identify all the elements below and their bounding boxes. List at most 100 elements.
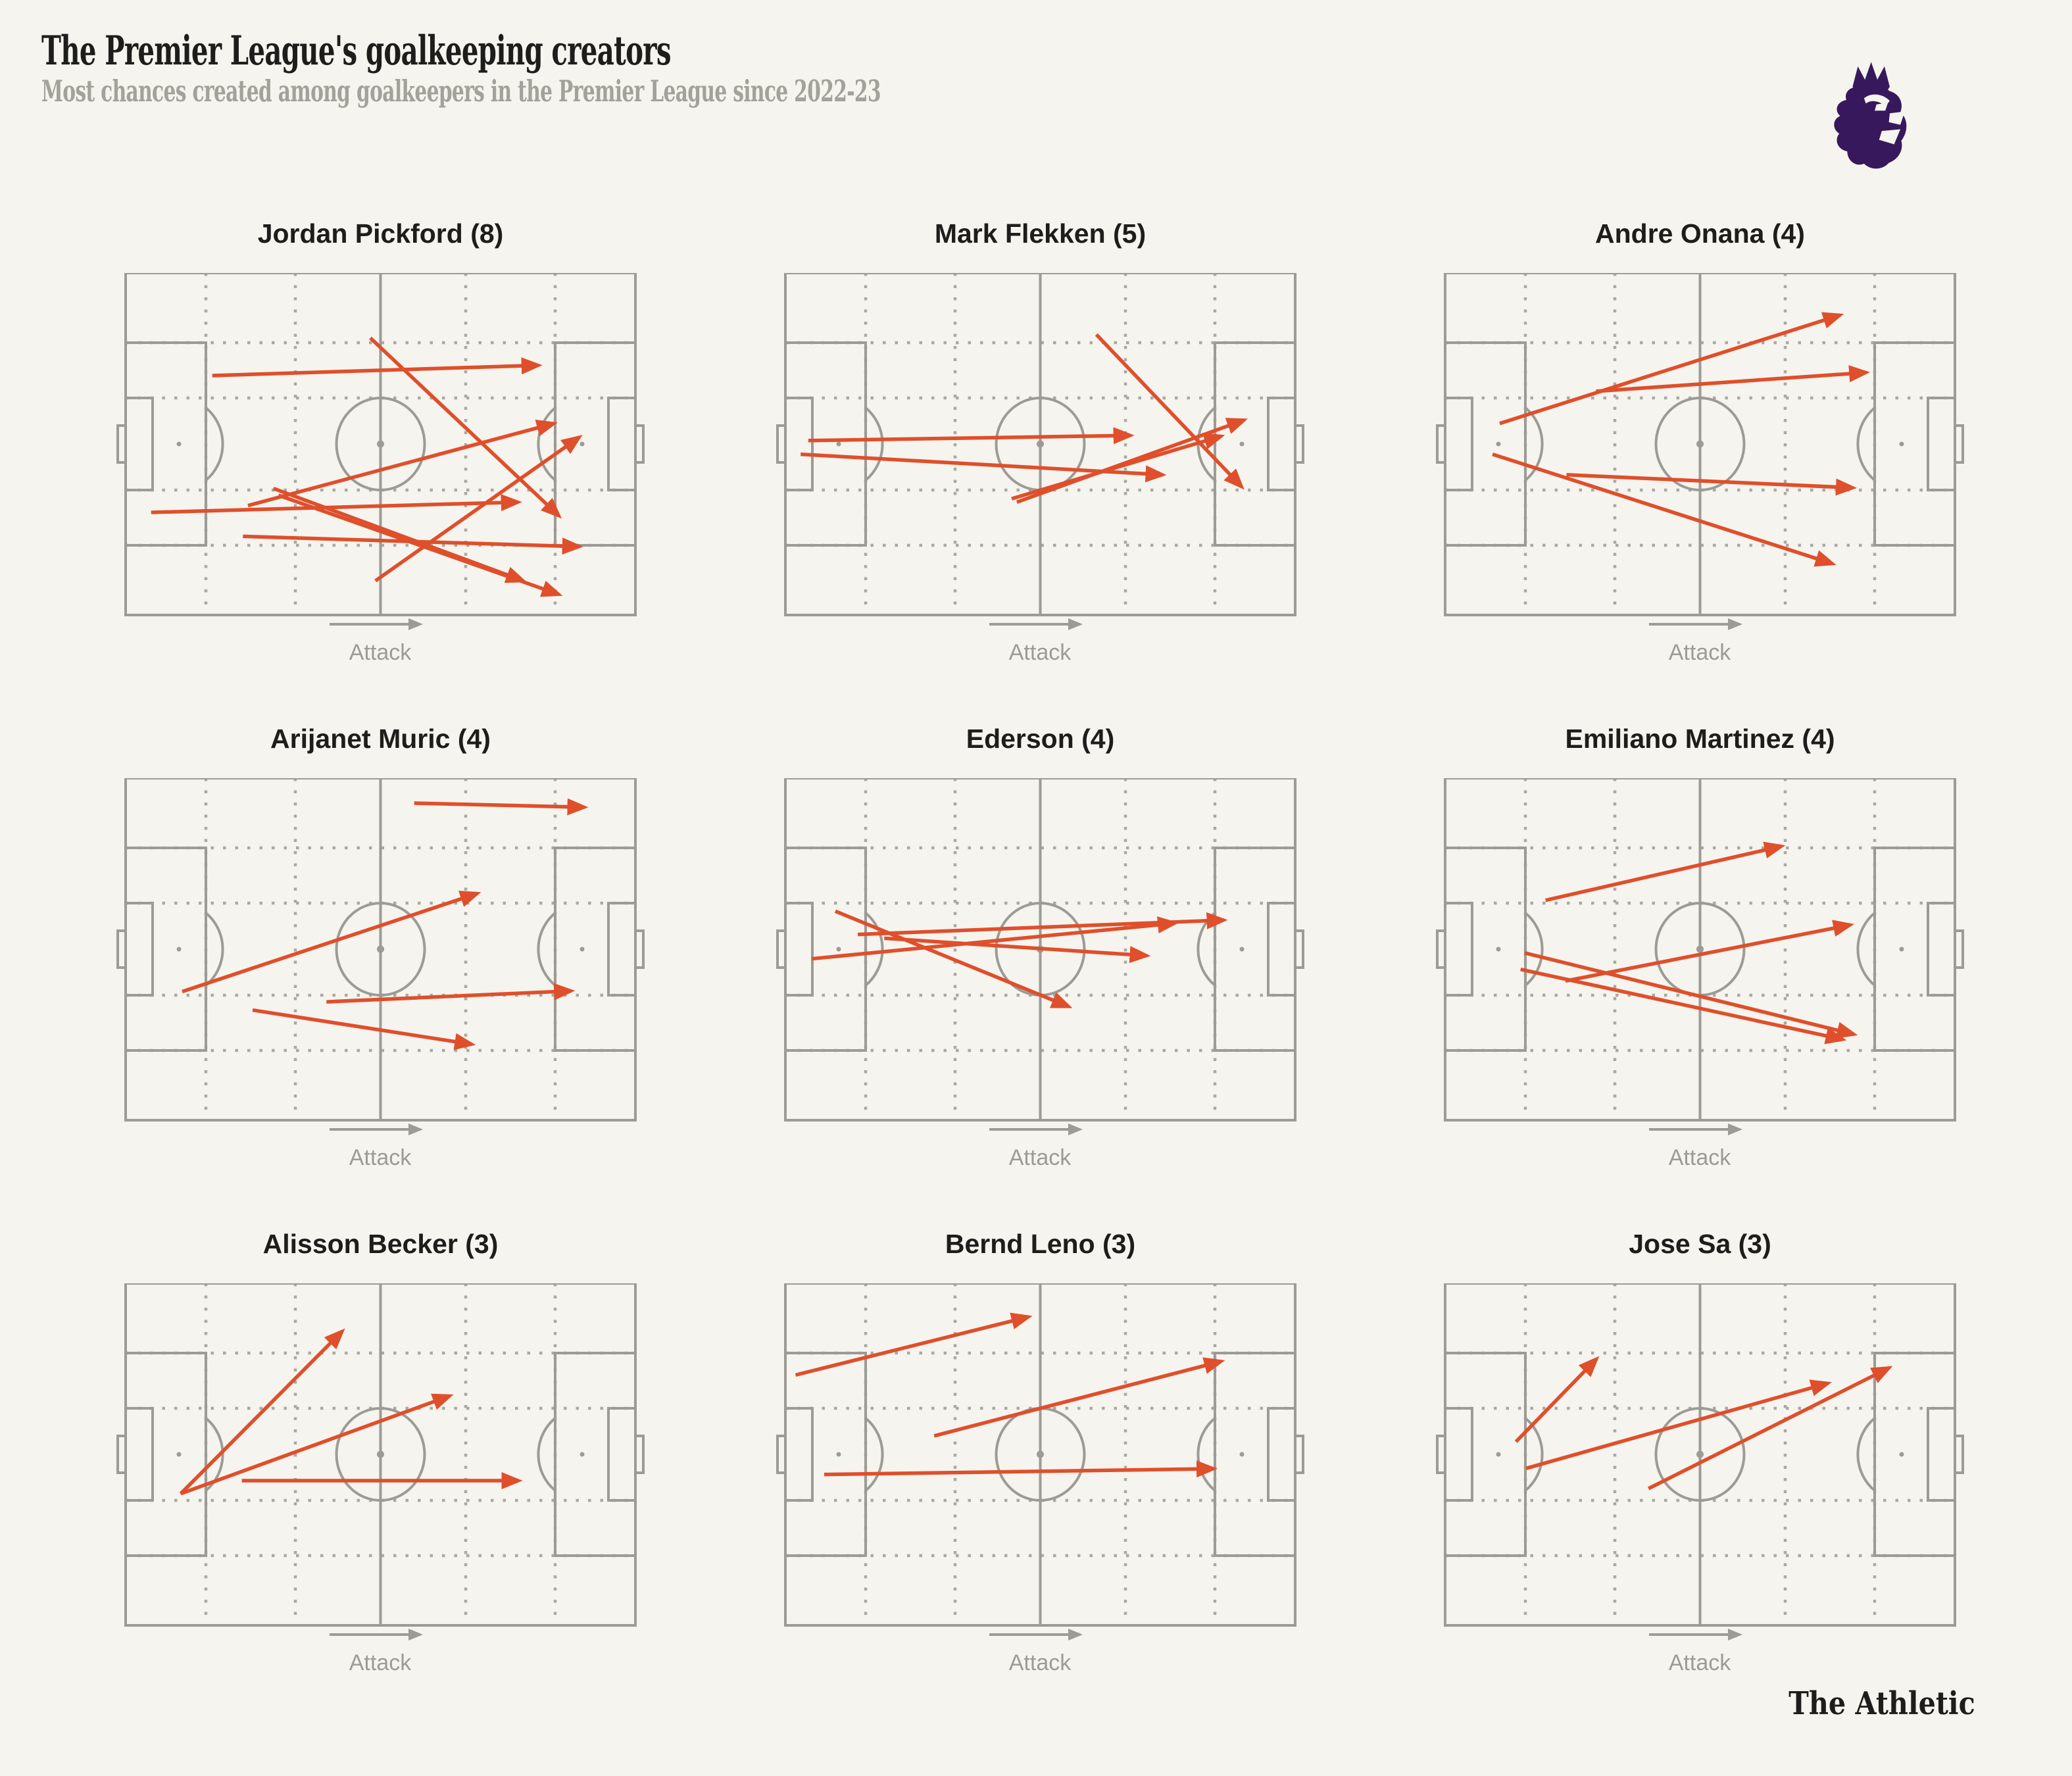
pitch-jose-sa: Attack xyxy=(1436,1283,1964,1675)
attack-direction: Attack xyxy=(989,618,1083,665)
pass-arrow xyxy=(1095,333,1245,490)
pass-arrow xyxy=(369,336,562,519)
attack-label: Attack xyxy=(1009,1145,1072,1170)
pitch-spots xyxy=(1496,1450,1904,1458)
premier-league-lion-logo xyxy=(1834,62,1907,169)
attack-direction: Attack xyxy=(1649,1123,1742,1170)
panel-mark-flekken: Mark Flekken (5) Attack xyxy=(776,217,1304,668)
pass-arrow xyxy=(1514,1356,1600,1443)
pass-arrow xyxy=(1524,951,1858,1039)
panel-title: Bernd Leno (3) xyxy=(945,1229,1136,1259)
panel-title: Alisson Becker (3) xyxy=(262,1229,499,1259)
pass-arrow xyxy=(1016,418,1248,504)
pass-arrow xyxy=(182,891,481,994)
pitch-grid: Jordan Pickford (8) Attack Mark Flekken … xyxy=(116,217,1964,1678)
pass-arrow xyxy=(834,909,1073,1008)
pitch-mark-flekken: Attack xyxy=(776,273,1304,665)
pass-arrow xyxy=(212,357,543,378)
panel-jordan-pickford: Jordan Pickford (8) Attack xyxy=(116,217,645,668)
attack-label: Attack xyxy=(1669,1650,1731,1675)
attack-label: Attack xyxy=(349,1145,412,1170)
panel-title: Jordan Pickford (8) xyxy=(257,218,504,249)
attack-direction: Attack xyxy=(989,1123,1083,1170)
pass-arrow xyxy=(884,936,1151,964)
pass-arrows xyxy=(812,909,1228,1008)
page-title: The Premier League's goalkeeping creator… xyxy=(41,28,671,74)
pass-arrows xyxy=(1492,312,1871,567)
panel-title: Mark Flekken (5) xyxy=(934,218,1147,249)
attack-label: Attack xyxy=(1009,1650,1072,1675)
pass-arrow xyxy=(824,1460,1218,1478)
pass-arrow xyxy=(1499,312,1844,426)
panel-title: Ederson (4) xyxy=(966,724,1115,754)
attack-direction: Attack xyxy=(989,1629,1083,1675)
panel-bernd-leno: Bernd Leno (3) Attack xyxy=(776,1227,1304,1678)
pitch-spots xyxy=(1496,440,1904,448)
pass-arrow xyxy=(1525,1379,1832,1470)
pitch-emiliano-martinez: Attack xyxy=(1436,778,1964,1170)
pitch-alisson-becker: Attack xyxy=(116,1283,645,1675)
pass-arrow xyxy=(812,916,1179,961)
lion-head-icon xyxy=(1834,85,1907,169)
pass-arrow xyxy=(1492,452,1837,567)
pass-arrow xyxy=(1545,841,1786,902)
panel-ederson: Ederson (4) Attack xyxy=(776,722,1304,1173)
pass-arrow xyxy=(326,983,576,1004)
pass-arrow xyxy=(933,1357,1225,1438)
panel-title: Emiliano Martinez (4) xyxy=(1565,724,1835,754)
panel-title: Andre Onana (4) xyxy=(1595,218,1805,249)
attack-label: Attack xyxy=(1669,1145,1731,1170)
pass-arrow xyxy=(247,419,558,508)
pass-arrows xyxy=(1520,841,1858,1045)
pass-arrow xyxy=(180,1393,454,1496)
pass-arrow xyxy=(1565,920,1855,983)
pitch-markings xyxy=(116,273,645,616)
pitch-bernd-leno: Attack xyxy=(776,1283,1304,1675)
pitch-markings xyxy=(776,778,1304,1122)
pass-arrow xyxy=(1566,473,1857,496)
pitch-spots xyxy=(176,440,585,448)
attack-label: Attack xyxy=(1009,640,1072,665)
panel-title: Jose Sa (3) xyxy=(1629,1229,1771,1259)
page-subtitle: Most chances created among goalkeepers i… xyxy=(41,74,881,109)
attack-direction: Attack xyxy=(330,1629,423,1675)
attack-direction: Attack xyxy=(330,618,423,665)
pass-arrows xyxy=(801,333,1248,504)
pass-arrows xyxy=(795,1312,1225,1478)
attack-label: Attack xyxy=(349,1650,412,1675)
pass-arrows xyxy=(151,336,583,597)
pass-arrows xyxy=(182,798,589,1050)
pitch-spots xyxy=(836,440,1245,448)
lion-crown-icon xyxy=(1852,62,1890,94)
panel-title: Arijanet Muric (4) xyxy=(270,724,491,754)
pitch-ederson: Attack xyxy=(776,778,1304,1170)
pitch-jordan-pickford: Attack xyxy=(116,273,645,665)
attack-direction: Attack xyxy=(1649,1629,1742,1675)
attack-direction: Attack xyxy=(1649,618,1742,665)
attack-label: Attack xyxy=(349,640,412,665)
attack-direction: Attack xyxy=(330,1123,423,1170)
pass-arrow xyxy=(179,1328,345,1495)
pass-arrow xyxy=(795,1312,1033,1377)
pitch-spots xyxy=(1496,945,1904,953)
pass-arrow xyxy=(278,493,563,597)
pass-arrow xyxy=(808,427,1135,445)
pitch-markings xyxy=(1436,1283,1964,1627)
pass-arrow xyxy=(1647,1366,1893,1491)
pass-arrow xyxy=(151,494,522,514)
pass-arrows xyxy=(1514,1356,1893,1491)
pitch-spots xyxy=(176,1450,585,1458)
pass-arrow xyxy=(1596,365,1871,393)
pitch-andre-onana: Attack xyxy=(1436,273,1964,665)
panel-jose-sa: Jose Sa (3) Attack xyxy=(1436,1227,1964,1678)
pass-arrow xyxy=(252,1008,476,1050)
pass-arrow xyxy=(1520,967,1847,1045)
panel-andre-onana: Andre Onana (4) Attack xyxy=(1436,217,1964,668)
panel-arijanet-muric: Arijanet Muric (4) Attack xyxy=(116,722,645,1173)
pitch-spots xyxy=(836,1450,1245,1458)
pitch-spots xyxy=(176,945,585,953)
pass-arrows xyxy=(179,1328,523,1496)
pitch-markings xyxy=(1436,778,1964,1122)
pass-arrow xyxy=(414,798,589,816)
attack-label: Attack xyxy=(1669,640,1731,665)
